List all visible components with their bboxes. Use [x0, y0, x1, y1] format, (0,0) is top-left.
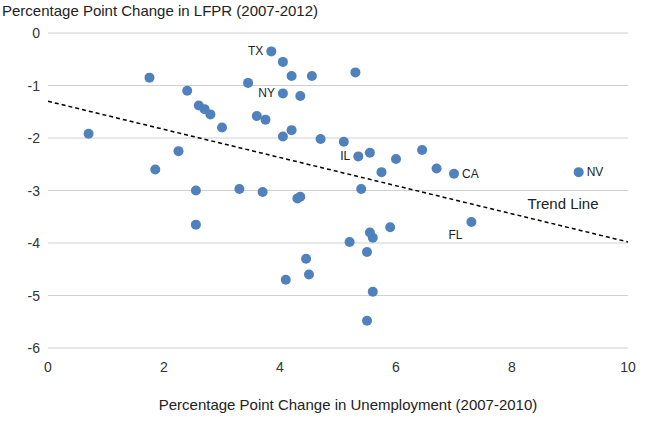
- point: [385, 222, 395, 232]
- point: [287, 125, 297, 135]
- point: [307, 71, 317, 81]
- point: [345, 237, 355, 247]
- point-label: TX: [248, 44, 263, 58]
- y-tick-label: -1: [28, 78, 41, 94]
- point: [278, 88, 288, 98]
- point: [432, 163, 442, 173]
- trend-line-label: Trend Line: [527, 195, 598, 212]
- x-tick-label: 6: [392, 359, 400, 375]
- point: [356, 184, 366, 194]
- point: [205, 109, 215, 119]
- point: [243, 78, 253, 88]
- chart: 0-1-2-3-4-5-60246810Percentage Point Cha…: [0, 0, 647, 424]
- point: [217, 123, 227, 133]
- x-tick-label: 0: [44, 359, 52, 375]
- grid-line: [48, 85, 628, 86]
- grid-line: [48, 190, 628, 191]
- point: [449, 169, 459, 179]
- point: [466, 217, 476, 227]
- point: [339, 137, 349, 147]
- point: [261, 115, 271, 125]
- grid-line: [48, 138, 628, 139]
- point: [292, 193, 302, 203]
- plot-area: [48, 46, 628, 325]
- point: [362, 316, 372, 326]
- point: [281, 275, 291, 285]
- point: [368, 233, 378, 243]
- point: [278, 57, 288, 67]
- point-label: FL: [448, 228, 462, 242]
- grid-line: [48, 348, 628, 349]
- x-tick-label: 10: [620, 359, 636, 375]
- point: [350, 67, 360, 77]
- point: [287, 71, 297, 81]
- point-label: IL: [340, 149, 350, 163]
- point: [278, 131, 288, 141]
- point-label: NV: [587, 165, 604, 179]
- x-tick-label: 4: [276, 359, 284, 375]
- point: [145, 73, 155, 83]
- trend-line: [48, 101, 628, 242]
- point: [84, 129, 94, 139]
- grid-line: [48, 33, 628, 34]
- point: [295, 91, 305, 101]
- point: [574, 167, 584, 177]
- point: [365, 148, 375, 158]
- point: [258, 187, 268, 197]
- x-tick-label: 2: [160, 359, 168, 375]
- point: [266, 46, 276, 56]
- point: [316, 134, 326, 144]
- point: [252, 111, 262, 121]
- point: [391, 154, 401, 164]
- point: [304, 270, 314, 280]
- point: [191, 220, 201, 230]
- y-axis-title: Percentage Point Change in LFPR (2007-20…: [2, 2, 318, 19]
- grid-line: [48, 295, 628, 296]
- point: [174, 146, 184, 156]
- y-tick-label: -4: [28, 235, 41, 251]
- point: [182, 86, 192, 96]
- y-tick-label: -5: [28, 288, 41, 304]
- point: [191, 186, 201, 196]
- x-axis-title: Percentage Point Change in Unemployment …: [159, 396, 538, 413]
- x-tick-label: 8: [508, 359, 516, 375]
- y-tick-label: -6: [28, 340, 41, 356]
- point: [353, 151, 363, 161]
- point: [377, 167, 387, 177]
- y-tick-label: -3: [28, 183, 41, 199]
- point: [417, 145, 427, 155]
- point-label: NY: [258, 86, 275, 100]
- y-tick-label: -2: [28, 130, 41, 146]
- point: [234, 184, 244, 194]
- point-label: CA: [462, 167, 479, 181]
- y-tick-label: 0: [32, 25, 40, 41]
- point: [301, 254, 311, 264]
- point: [368, 287, 378, 297]
- point: [362, 247, 372, 257]
- point: [150, 165, 160, 175]
- grid-line: [48, 243, 628, 244]
